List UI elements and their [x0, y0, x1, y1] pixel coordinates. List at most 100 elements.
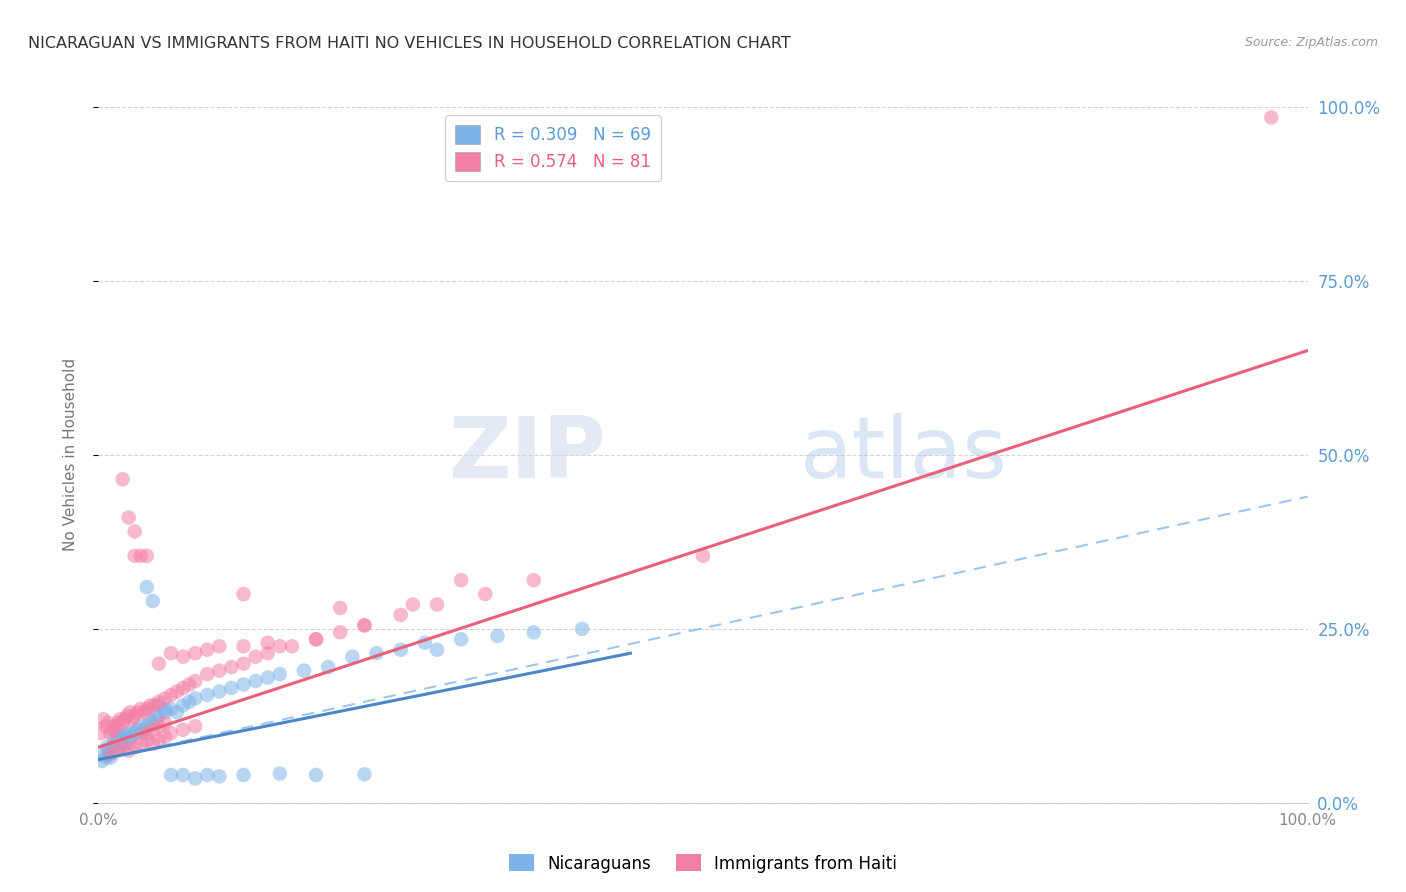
Point — [124, 740, 146, 755]
Point — [160, 768, 183, 782]
Point — [179, 695, 201, 709]
Point — [450, 573, 472, 587]
Text: ZIP: ZIP — [449, 413, 606, 497]
Point — [184, 691, 207, 706]
Point — [523, 573, 546, 587]
Point — [413, 636, 436, 650]
Point — [128, 719, 150, 733]
Point — [94, 750, 117, 764]
Point — [166, 684, 188, 698]
Point — [148, 657, 170, 671]
Point — [426, 642, 449, 657]
Text: Source: ZipAtlas.com: Source: ZipAtlas.com — [1244, 36, 1378, 49]
Point — [104, 737, 127, 751]
Point — [256, 636, 278, 650]
Point — [184, 646, 207, 660]
Point — [129, 737, 152, 751]
Point — [142, 715, 165, 730]
Point — [112, 730, 135, 744]
Point — [245, 674, 267, 689]
Point — [145, 712, 167, 726]
Point — [221, 660, 243, 674]
Point — [91, 712, 114, 726]
Point — [97, 715, 120, 730]
Point — [91, 754, 114, 768]
Point — [523, 625, 546, 640]
Point — [108, 730, 131, 744]
Point — [208, 684, 231, 698]
Point — [329, 601, 352, 615]
Point — [96, 740, 118, 755]
Point — [142, 737, 165, 751]
Point — [110, 737, 132, 751]
Point — [450, 632, 472, 647]
Legend: Nicaraguans, Immigrants from Haiti: Nicaraguans, Immigrants from Haiti — [502, 847, 904, 880]
Point — [105, 726, 128, 740]
Point — [232, 639, 254, 653]
Point — [118, 726, 141, 740]
Point — [366, 646, 388, 660]
Point — [101, 723, 124, 737]
Point — [148, 733, 170, 747]
Point — [129, 549, 152, 563]
Point — [160, 726, 183, 740]
Point — [172, 681, 194, 695]
Point — [281, 639, 304, 653]
Point — [172, 723, 194, 737]
Point — [104, 719, 127, 733]
Point — [148, 708, 170, 723]
Point — [353, 618, 375, 632]
Point — [135, 719, 157, 733]
Point — [121, 730, 143, 744]
Point — [135, 733, 157, 747]
Point — [316, 660, 339, 674]
Point — [114, 726, 136, 740]
Point — [195, 768, 218, 782]
Point — [100, 750, 122, 764]
Point — [111, 715, 134, 730]
Point — [118, 744, 141, 758]
Point — [256, 646, 278, 660]
Point — [142, 723, 165, 737]
Point — [232, 768, 254, 782]
Point — [131, 726, 153, 740]
Point — [135, 580, 157, 594]
Point — [305, 768, 328, 782]
Y-axis label: No Vehicles in Household: No Vehicles in Household — [63, 359, 77, 551]
Point — [571, 622, 593, 636]
Point — [195, 667, 218, 681]
Point — [124, 708, 146, 723]
Point — [118, 706, 141, 720]
Point — [184, 772, 207, 786]
Point — [148, 695, 170, 709]
Point — [114, 712, 136, 726]
Point — [134, 723, 156, 737]
Legend: R = 0.309   N = 69, R = 0.574   N = 81: R = 0.309 N = 69, R = 0.574 N = 81 — [446, 115, 661, 181]
Point — [474, 587, 496, 601]
Point — [93, 747, 115, 761]
Point — [135, 702, 157, 716]
Point — [111, 733, 134, 747]
Point — [117, 708, 139, 723]
Point — [135, 549, 157, 563]
Point — [107, 733, 129, 747]
Point — [153, 702, 176, 716]
Point — [195, 688, 218, 702]
Point — [148, 698, 170, 713]
Point — [124, 524, 146, 539]
Point — [111, 740, 134, 755]
Point — [179, 677, 201, 691]
Text: atlas: atlas — [800, 413, 1008, 497]
Point — [172, 649, 194, 664]
Point — [232, 587, 254, 601]
Point — [166, 706, 188, 720]
Point — [94, 719, 117, 733]
Point — [172, 768, 194, 782]
Point — [134, 706, 156, 720]
Point — [139, 698, 162, 713]
Point — [160, 702, 183, 716]
Point — [195, 642, 218, 657]
Point — [256, 671, 278, 685]
Point — [692, 549, 714, 563]
Point — [127, 723, 149, 737]
